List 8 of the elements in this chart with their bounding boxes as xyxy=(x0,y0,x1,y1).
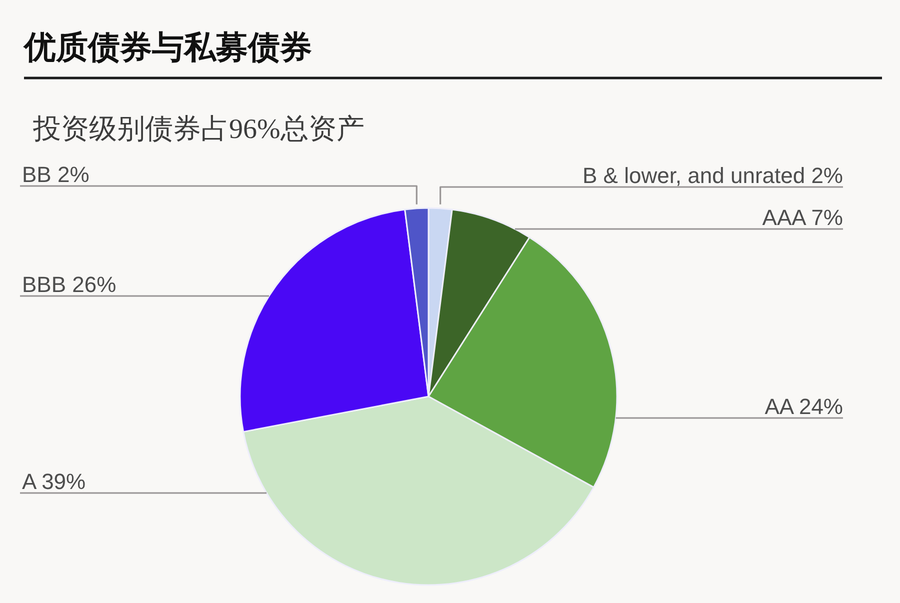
label: BBB 26% xyxy=(22,272,116,297)
title: 优质债券与私募债券 xyxy=(24,29,312,65)
label: AAA 7% xyxy=(762,205,843,230)
label: AA 24% xyxy=(764,394,843,419)
label: BB 2% xyxy=(22,162,90,187)
label: A 39% xyxy=(22,469,86,494)
subtitle: 投资级别债券占96%总资产 xyxy=(33,114,364,145)
label: B & lower, and unrated 2% xyxy=(582,163,843,188)
